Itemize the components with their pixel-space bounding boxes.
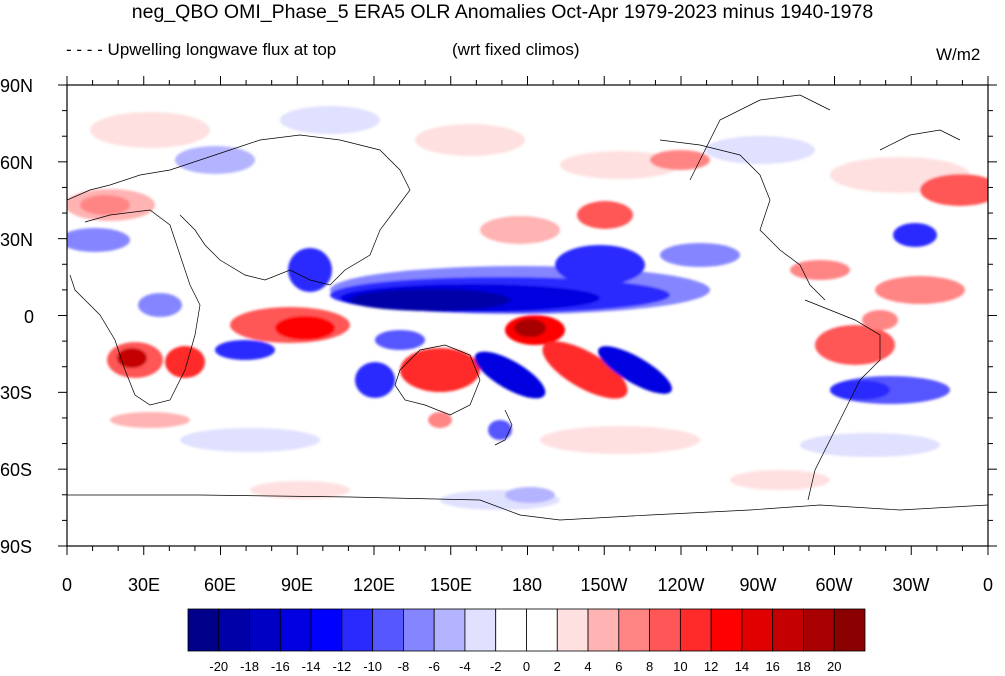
colorbar-box (495, 608, 527, 652)
anomaly-field (67, 85, 988, 546)
colorbar-label: -2 (489, 659, 502, 674)
colorbar-label: 20 (826, 659, 842, 674)
lon-label-60w: 60W (815, 575, 853, 595)
units-label: W/m2 (936, 45, 981, 64)
colorbar-box (587, 608, 620, 652)
lon-label-60e: 60E (203, 575, 237, 595)
colorbar-label: -8 (397, 659, 410, 674)
lat-label-60s: 60S (0, 460, 33, 480)
colorbar-label: 16 (765, 659, 780, 674)
colorbar-label: -4 (459, 659, 471, 674)
colorbar-box (649, 608, 681, 652)
colorbar-box (341, 608, 374, 652)
colorbar-box (249, 608, 281, 652)
colorbar-label: -20 (209, 659, 229, 674)
colorbar-box (279, 608, 312, 652)
colorbar-label: 4 (584, 659, 592, 674)
colorbar-box (803, 608, 835, 652)
colorbar-box (403, 608, 435, 652)
lat-label-30n: 30N (0, 230, 34, 250)
colorbar-box (464, 608, 497, 652)
colorbar-box (187, 608, 220, 652)
colorbar-label: 8 (645, 659, 654, 674)
colorbar-box (433, 608, 466, 652)
lat-label-90n: 90N (0, 76, 34, 96)
lon-label-30w: 30W (892, 575, 930, 595)
colorbar-box (556, 608, 589, 652)
lat-label-30s: 30S (0, 383, 33, 403)
lon-label-150w: 150W (580, 575, 628, 595)
coastlines (67, 94, 988, 521)
colorbar-box (310, 608, 343, 652)
colorbar-label: 12 (703, 659, 719, 674)
lon-label-30e: 30E (127, 575, 161, 595)
colorbar-box (679, 608, 712, 652)
colorbar-label: 14 (734, 659, 750, 674)
lon-label-90e: 90E (280, 575, 314, 595)
subtitle-variable: - - - - Upwelling longwave flux at top (66, 40, 337, 59)
colorbar-label: 6 (615, 659, 623, 674)
plot-title: neg_QBO OMI_Phase_5 ERA5 OLR Anomalies O… (131, 1, 874, 23)
lon-label-120w: 120W (657, 575, 705, 595)
colorbar-box (833, 608, 866, 652)
colorbar-box (741, 608, 774, 652)
lon-label-90w: 90W (739, 575, 777, 595)
colorbar-label: -18 (240, 659, 259, 674)
lat-label-eq: 0 (24, 307, 35, 327)
lon-label-180: 180 (511, 575, 543, 595)
colorbar-box (772, 608, 804, 652)
lat-label-60n: 60N (0, 153, 34, 173)
colorbar-box (372, 608, 404, 652)
colorbar-box (526, 608, 558, 652)
colorbar (187, 608, 866, 652)
lon-label-0-east: 0 (982, 575, 994, 595)
colorbar-label: -6 (428, 659, 440, 674)
lon-label-150e: 150E (429, 575, 473, 595)
colorbar-label: -16 (270, 659, 290, 674)
colorbar-label: -12 (332, 659, 352, 674)
colorbar-label: -10 (363, 659, 383, 674)
colorbar-label: 10 (673, 659, 688, 674)
axis-ticks (58, 76, 997, 555)
colorbar-label: -14 (301, 659, 321, 674)
colorbar-box (710, 608, 743, 652)
colorbar-label: 2 (553, 659, 561, 674)
colorbar-box (218, 608, 250, 652)
colorbar-label: 0 (522, 659, 531, 674)
subtitle-climos: (wrt fixed climos) (452, 40, 580, 59)
lon-label-0: 0 (61, 575, 73, 595)
lon-label-120e: 120E (352, 575, 396, 595)
colorbar-label: 18 (796, 659, 811, 674)
lat-label-90s: 90S (0, 537, 33, 557)
colorbar-box (618, 608, 650, 652)
